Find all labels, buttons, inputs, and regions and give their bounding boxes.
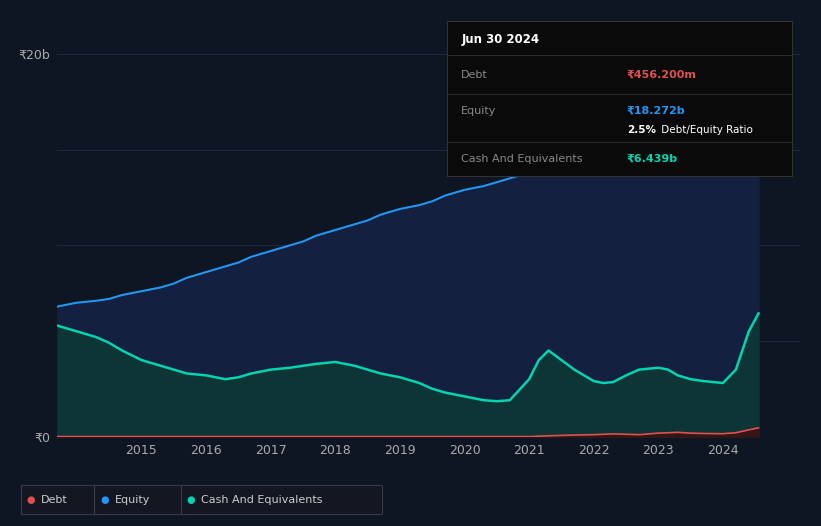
- Text: 2.5%: 2.5%: [626, 125, 656, 135]
- Text: ₹6.439b: ₹6.439b: [626, 154, 678, 164]
- Text: Cash And Equivalents: Cash And Equivalents: [461, 154, 583, 164]
- Text: Debt/Equity Ratio: Debt/Equity Ratio: [658, 125, 753, 135]
- Text: ₹18.272b: ₹18.272b: [626, 106, 686, 116]
- Text: ●: ●: [100, 494, 108, 505]
- Text: Debt: Debt: [41, 494, 68, 505]
- Text: Jun 30 2024: Jun 30 2024: [461, 34, 539, 46]
- Text: Equity: Equity: [115, 494, 150, 505]
- Text: Debt: Debt: [461, 69, 488, 79]
- Text: ●: ●: [186, 494, 195, 505]
- Text: ●: ●: [26, 494, 34, 505]
- Text: Equity: Equity: [461, 106, 497, 116]
- Text: ₹456.200m: ₹456.200m: [626, 69, 697, 79]
- Text: Cash And Equivalents: Cash And Equivalents: [201, 494, 323, 505]
